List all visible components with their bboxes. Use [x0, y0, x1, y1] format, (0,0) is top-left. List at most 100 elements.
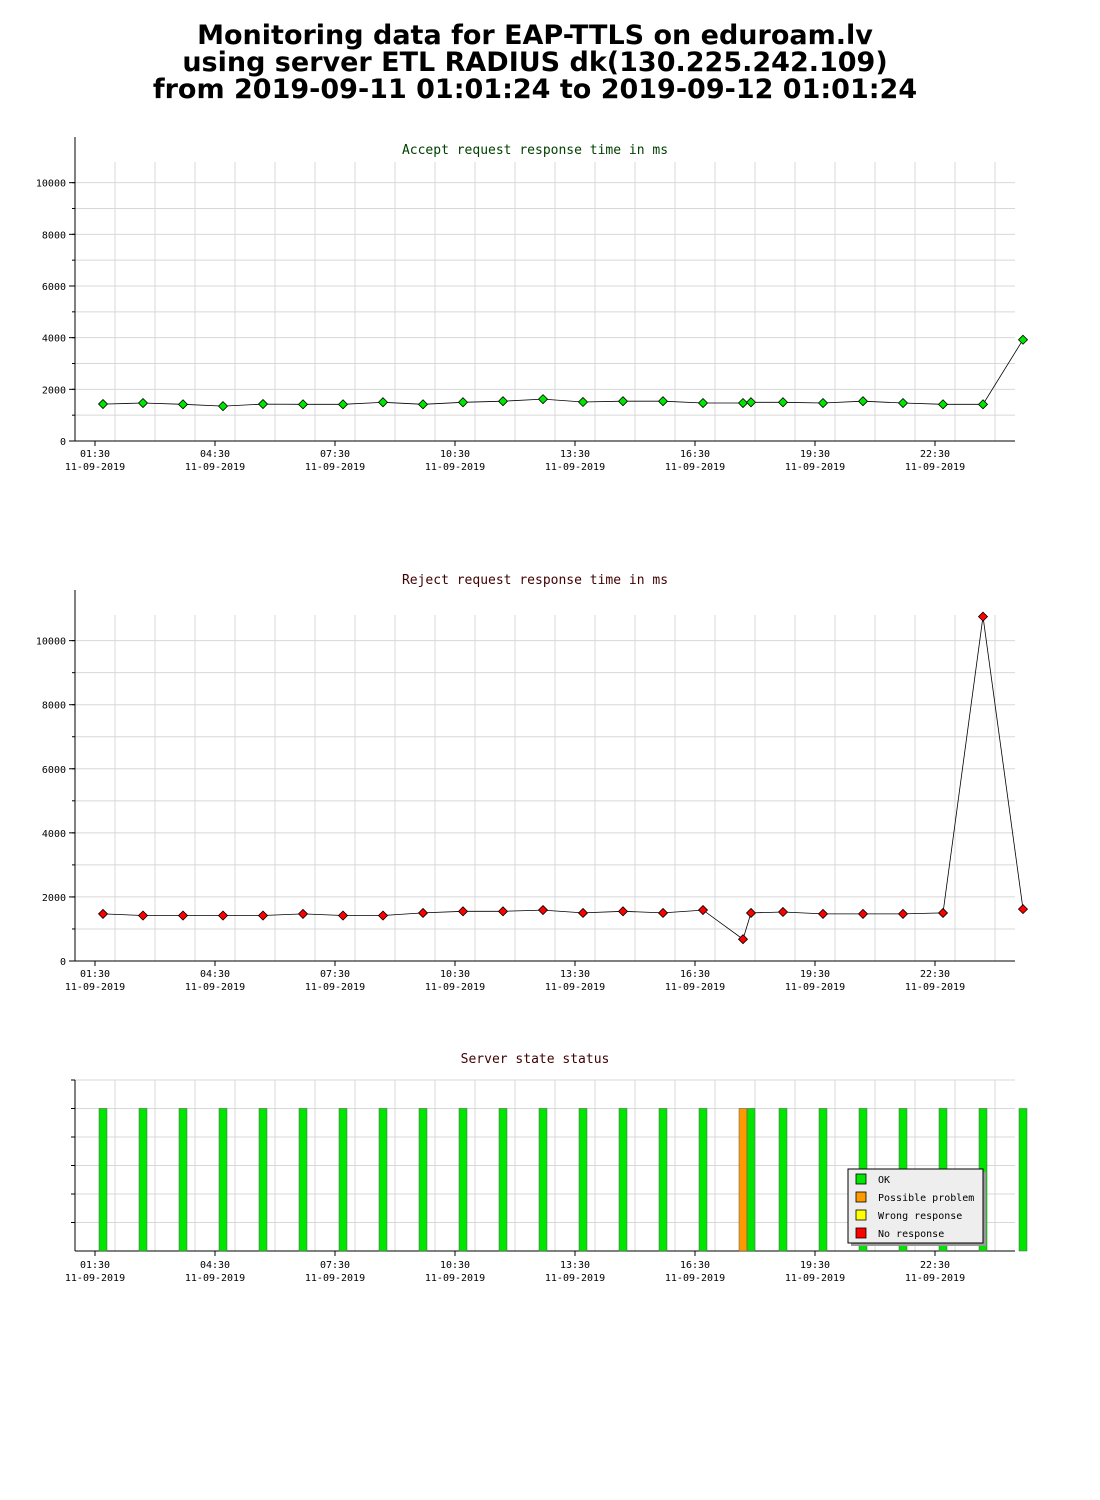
- legend-swatch-ok: [855, 1173, 867, 1185]
- x-tick-label-date: 11-09-2019: [545, 1273, 605, 1284]
- data-point: [777, 906, 789, 918]
- data-point: [97, 908, 109, 919]
- x-tick-label-time: 13:30: [560, 1260, 590, 1271]
- accept-chart-title: Accept request response time in ms: [402, 143, 668, 158]
- status-bar: [498, 1108, 508, 1252]
- x-tick-label-date: 11-09-2019: [65, 462, 125, 473]
- x-tick-label-time: 07:30: [320, 969, 350, 980]
- x-tick-label-time: 10:30: [440, 1260, 470, 1271]
- reject-response-chart: Reject request response time in ms 0 2000…: [36, 573, 1029, 993]
- x-tick-label-time: 04:30: [200, 969, 230, 980]
- y-tick-label: 10000: [36, 179, 66, 190]
- data-point: [377, 910, 389, 921]
- status-bar: [1018, 1108, 1028, 1252]
- status-bar: [618, 1108, 628, 1252]
- reject-chart-title: Reject request response time in ms: [402, 573, 668, 588]
- x-tick-label-time: 16:30: [680, 1260, 710, 1271]
- status-bar: [218, 1108, 228, 1252]
- data-point: [577, 907, 589, 919]
- data-point: [537, 394, 549, 405]
- x-tick-label-date: 11-09-2019: [665, 982, 725, 993]
- data-point: [217, 910, 229, 921]
- data-point: [977, 611, 989, 622]
- status-bar: [178, 1108, 188, 1252]
- legend-swatch-possible-problem: [855, 1191, 867, 1203]
- x-tick-label-date: 11-09-2019: [545, 462, 605, 473]
- y-tick-label: 2000: [42, 893, 66, 904]
- x-tick-label-date: 11-09-2019: [785, 462, 845, 473]
- data-point: [657, 396, 669, 407]
- status-bar: [258, 1108, 268, 1252]
- y-tick-label: 0: [60, 957, 66, 968]
- x-tick-label-date: 11-09-2019: [185, 982, 245, 993]
- x-tick-label-time: 01:30: [80, 1260, 110, 1271]
- data-point: [337, 910, 349, 921]
- status-bar: [698, 1108, 708, 1252]
- status-bar: [658, 1108, 668, 1252]
- x-tick-label-time: 10:30: [440, 969, 470, 980]
- data-point: [897, 908, 909, 919]
- data-point: [697, 397, 709, 409]
- x-tick-label-date: 11-09-2019: [65, 1273, 125, 1284]
- legend-label-no-response: No response: [878, 1229, 944, 1240]
- x-tick-label-time: 19:30: [800, 969, 830, 980]
- status-bar: [138, 1108, 148, 1252]
- x-tick-label-date: 11-09-2019: [305, 462, 365, 473]
- x-tick-label-date: 11-09-2019: [905, 982, 965, 993]
- y-tick-label: 8000: [42, 230, 66, 241]
- x-tick-label-date: 11-09-2019: [905, 1273, 965, 1284]
- y-tick-label: 0: [60, 437, 66, 448]
- x-tick-label-time: 04:30: [200, 1260, 230, 1271]
- data-point: [977, 399, 989, 410]
- legend-label-wrong-response: Wrong response: [878, 1211, 962, 1222]
- data-point: [737, 934, 749, 945]
- title-line-1: Monitoring data for EAP-TTLS on eduroam.…: [197, 20, 873, 51]
- x-tick-label-time: 13:30: [560, 449, 590, 460]
- y-tick-label: 4000: [42, 829, 66, 840]
- x-tick-label-date: 11-09-2019: [665, 1273, 725, 1284]
- data-point: [297, 908, 309, 919]
- data-point: [417, 399, 429, 410]
- data-point: [257, 398, 269, 410]
- status-bar: [818, 1108, 828, 1252]
- data-point: [777, 397, 789, 408]
- x-tick-label-time: 04:30: [200, 449, 230, 460]
- data-point: [417, 907, 429, 919]
- x-tick-label-date: 11-09-2019: [185, 462, 245, 473]
- series-line: [102, 339, 1024, 407]
- y-tick-label: 6000: [42, 765, 66, 776]
- series-line: [102, 616, 1024, 940]
- data-point: [617, 396, 629, 407]
- legend-swatch-wrong-response: [855, 1209, 867, 1221]
- y-tick-label: 8000: [42, 701, 66, 712]
- status-bar: [538, 1108, 548, 1252]
- data-point: [217, 401, 229, 412]
- status-bar: [98, 1108, 108, 1252]
- x-tick-label-time: 19:30: [800, 449, 830, 460]
- data-point: [657, 907, 669, 919]
- x-tick-label-date: 11-09-2019: [545, 982, 605, 993]
- data-point: [897, 397, 909, 409]
- data-point: [817, 908, 829, 919]
- data-point: [97, 398, 109, 410]
- x-tick-label-time: 07:30: [320, 449, 350, 460]
- y-tick-label: 6000: [42, 282, 66, 293]
- x-tick-label-date: 11-09-2019: [905, 462, 965, 473]
- x-tick-label-time: 16:30: [680, 449, 710, 460]
- data-point: [937, 907, 949, 919]
- data-point: [745, 907, 757, 919]
- data-point: [177, 910, 189, 921]
- title-line-2: using server ETL RADIUS dk(130.225.242.1…: [182, 47, 888, 78]
- y-tick-label: 10000: [36, 637, 66, 648]
- data-point: [497, 906, 509, 917]
- data-point: [457, 397, 469, 408]
- x-tick-label-time: 01:30: [80, 449, 110, 460]
- data-point: [377, 397, 389, 408]
- status-bar: [418, 1108, 428, 1252]
- data-point: [857, 396, 869, 407]
- status-bar: [746, 1108, 756, 1252]
- data-point: [1017, 334, 1029, 345]
- x-tick-label-date: 11-09-2019: [785, 1273, 845, 1284]
- x-tick-label-time: 16:30: [680, 969, 710, 980]
